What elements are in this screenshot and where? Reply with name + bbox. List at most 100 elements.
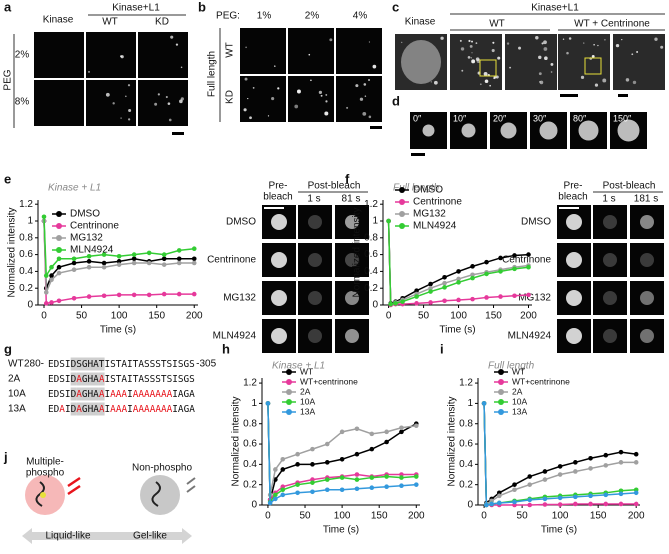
x-tick-label: 200: [408, 511, 425, 522]
data-point: [442, 274, 447, 280]
residues: D: [71, 404, 77, 415]
residues: AAA: [110, 404, 127, 415]
data-point: [71, 295, 77, 301]
phospho: [40, 492, 46, 498]
label: PEG: [3, 69, 14, 90]
y-tick-label: 1: [372, 216, 378, 227]
row-label: DMSO: [521, 217, 551, 228]
data-point: [428, 285, 433, 291]
y-tick-label: 0.4: [19, 266, 33, 277]
residues: ISTAITASSSTSISGS: [104, 374, 195, 385]
micrograph: [298, 319, 332, 353]
y-tick-label: 1: [251, 398, 257, 409]
data-point: [573, 469, 578, 474]
chart-title: Kinase + L1: [48, 183, 101, 194]
y-tick-label: 1: [27, 216, 33, 227]
residues: A: [76, 374, 82, 385]
label: KD: [225, 90, 236, 104]
data-point: [526, 264, 531, 270]
label: Kinase: [405, 17, 436, 28]
data-point: [512, 482, 517, 487]
residue-start: 280-: [24, 359, 44, 370]
panel-letter: g: [4, 341, 12, 356]
data-point: [116, 259, 122, 264]
data-point: [280, 487, 286, 493]
speck: [433, 80, 438, 85]
speck: [550, 62, 554, 66]
label: Pre-: [269, 181, 288, 192]
data-point: [484, 295, 489, 300]
legend-marker: [498, 409, 504, 415]
data-point: [49, 300, 54, 305]
speck: [157, 93, 160, 96]
label: Liquid-like: [45, 531, 90, 542]
legend-label: MG132: [413, 209, 446, 220]
legend-label: Centrinone: [413, 197, 462, 208]
data-point: [573, 494, 578, 500]
speck: [461, 69, 464, 72]
label: 81 s: [342, 194, 361, 205]
speck: [597, 44, 599, 47]
data-point: [146, 260, 152, 266]
data-point: [354, 477, 360, 482]
highlight: [98, 402, 105, 416]
data-point: [413, 474, 419, 479]
x-tick-label: 50: [418, 311, 430, 322]
condensate: [617, 119, 640, 142]
data-point: [176, 256, 182, 262]
label: Gel-like: [133, 531, 167, 542]
x-tick-label: 50: [299, 511, 311, 522]
data-point: [176, 291, 182, 297]
speck: [470, 57, 472, 59]
legend-label: DMSO: [413, 185, 443, 196]
residues: GHA: [82, 404, 99, 415]
speck: [127, 84, 131, 87]
data-point: [324, 441, 330, 447]
condensate: [345, 215, 359, 229]
micrograph: [593, 243, 627, 277]
condensate: [308, 329, 322, 343]
legend-marker: [399, 187, 405, 193]
data-point: [273, 492, 278, 498]
scale-bar: [618, 94, 628, 97]
zoom-box: [584, 57, 602, 75]
speck: [105, 92, 110, 97]
data-point: [161, 252, 167, 257]
data-point: [413, 482, 419, 487]
x-tick-label: 200: [628, 511, 645, 522]
highlight: [98, 387, 105, 401]
data-point: [41, 214, 47, 220]
speck: [440, 36, 444, 40]
data-point: [384, 429, 389, 435]
panel-letter: d: [392, 93, 400, 108]
speck: [325, 94, 328, 96]
highlight: [70, 402, 77, 416]
droplet: [140, 475, 180, 515]
y-axis-label: Normalized intensity: [352, 207, 363, 297]
x-tick-label: 0: [41, 311, 47, 322]
row-label: MG132: [223, 293, 256, 304]
speck: [180, 66, 183, 69]
micrograph: [505, 34, 557, 90]
condensate: [308, 253, 322, 267]
condensate: [422, 124, 435, 137]
data-point: [588, 493, 593, 499]
condensate: [345, 329, 359, 343]
condensate: [566, 290, 582, 306]
data-point: [442, 280, 447, 286]
speck: [128, 109, 132, 113]
speck: [495, 75, 499, 79]
residues: IAGA: [172, 404, 195, 415]
y-tick-label: 0.6: [364, 249, 378, 260]
condensate: [345, 253, 359, 267]
data-point: [354, 486, 360, 492]
speck: [368, 41, 371, 43]
row-label: MLN4924: [213, 331, 257, 342]
cell: [401, 40, 441, 84]
chart-title: Full length: [393, 183, 440, 194]
data-point: [354, 426, 360, 432]
data-point: [324, 477, 330, 482]
highlight: [76, 402, 82, 416]
panel-letter: b: [198, 0, 206, 14]
